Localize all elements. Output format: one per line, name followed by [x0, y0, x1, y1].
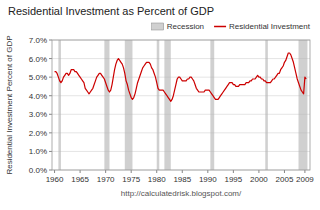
legend-item: Residential Investment	[214, 22, 311, 31]
chart: 0.0% 1.0% 2.0% 3.0% 4.0% 5.0% 6.0% 7.0% 1960 1965…	[0, 0, 320, 210]
legend-item: Recession	[152, 22, 204, 31]
recession-band	[164, 40, 170, 170]
y-tick	[49, 40, 52, 41]
y-tick-label: 1.0%	[29, 147, 47, 156]
plot-data	[55, 40, 308, 170]
y-tick	[49, 170, 52, 171]
y-grid	[52, 40, 310, 170]
y-tick-label: 2.0%	[29, 129, 47, 138]
x-tick	[131, 170, 132, 173]
x-tick	[80, 170, 81, 173]
grid-line	[52, 132, 310, 133]
x-tick-label: 2009	[296, 175, 314, 184]
x-tick	[207, 170, 208, 173]
x-tick	[182, 170, 183, 173]
grid-line	[52, 77, 310, 78]
y-tick	[49, 114, 52, 115]
grid-line	[52, 95, 310, 96]
x-tick	[258, 170, 259, 173]
x-tick	[233, 170, 234, 173]
y-tick	[49, 58, 52, 59]
y-tick-label: 7.0%	[29, 36, 47, 45]
x-tick-label: 2005	[276, 175, 294, 184]
recession-band	[58, 40, 61, 170]
grid-line	[52, 114, 310, 115]
recession-band	[157, 40, 160, 170]
y-tick	[49, 132, 52, 133]
grid-line	[52, 58, 310, 59]
x-tick-label: 1985	[173, 175, 191, 184]
x-axis-label: http://calculatedrisk.blogspot.com/	[121, 189, 242, 198]
x-tick-label: 1980	[148, 175, 166, 184]
series-line	[55, 53, 307, 101]
grid-line	[52, 151, 310, 152]
y-tick-label: 5.0%	[29, 73, 47, 82]
legend: Recession Residential Investment	[152, 22, 311, 31]
x-tick-label: 1965	[71, 175, 89, 184]
y-tick	[49, 151, 52, 152]
plot-area	[52, 40, 310, 170]
y-tick	[49, 95, 52, 96]
x-tick	[54, 170, 55, 173]
y-tick-label: 4.0%	[29, 92, 47, 101]
x-tick	[156, 170, 157, 173]
x-tick-label: 2000	[250, 175, 268, 184]
x-tick-label: 1970	[97, 175, 115, 184]
x-tick	[105, 170, 106, 173]
y-tick	[49, 77, 52, 78]
x-tick-label: 1960	[46, 175, 64, 184]
y-tick-label: 6.0%	[29, 55, 47, 64]
recession-band	[299, 40, 308, 170]
x-tick-label: 1990	[199, 175, 217, 184]
legend-swatch	[152, 23, 164, 30]
title: Residential Investment as Percent of GDP	[8, 5, 214, 17]
y-axis-label: Residential Investment Percent of GDP	[5, 35, 14, 174]
x-tick-label: 1995	[224, 175, 242, 184]
x-tick	[284, 170, 285, 173]
recession-band	[104, 40, 109, 170]
plot-frame	[52, 40, 310, 170]
x-tick	[304, 170, 305, 173]
recession-band	[265, 40, 268, 170]
recession-band	[210, 40, 214, 170]
y-tick-label: 3.0%	[29, 110, 47, 119]
legend-label: Residential Investment	[229, 22, 311, 31]
legend-swatch	[214, 26, 226, 28]
legend-label: Recession	[167, 22, 204, 31]
y-tick-label: 0.0%	[29, 166, 47, 175]
recession-band	[125, 40, 133, 170]
x-tick-label: 1975	[122, 175, 140, 184]
